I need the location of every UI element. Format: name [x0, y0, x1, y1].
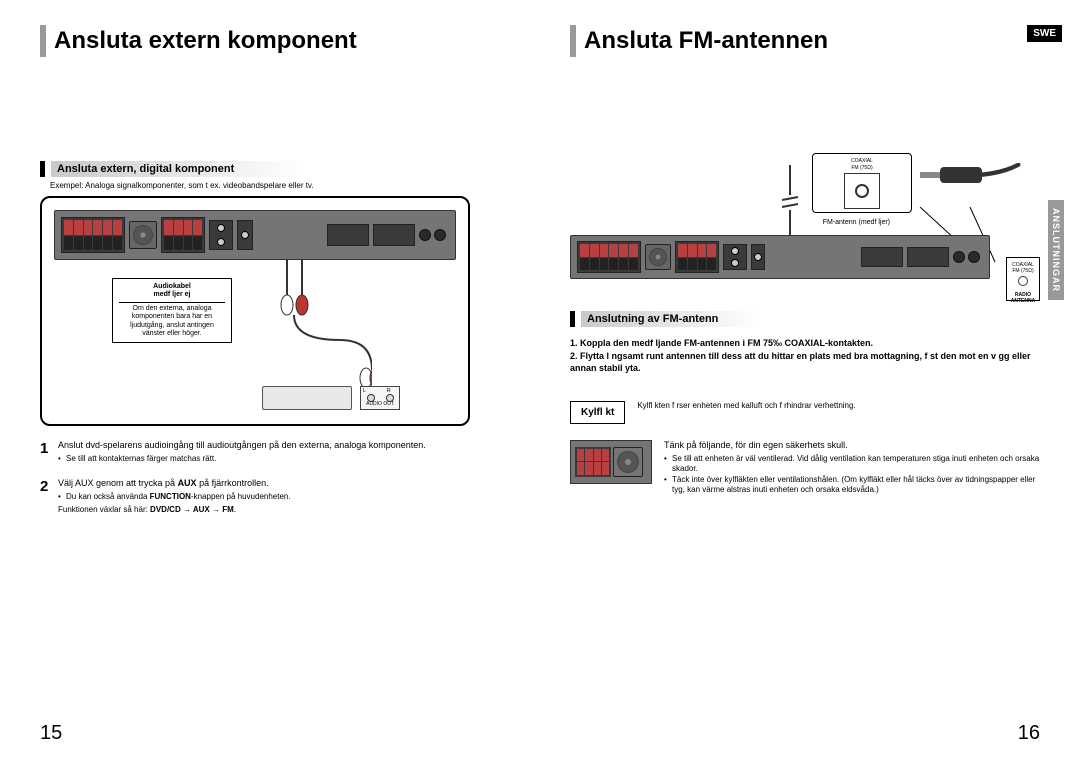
fm-instructions: 1. Koppla den medf ljande FM-antennen i …	[570, 337, 1040, 375]
cable-note-title: Audiokabel	[119, 283, 225, 291]
fm-instruction-2: 2. Flytta l ngsamt runt antennen till de…	[570, 350, 1040, 375]
audio-out-jacks-icon: AUDIO OUT	[360, 386, 400, 410]
step-1: 1 Anslut dvd-spelarens audioingång till …	[40, 440, 510, 464]
title-accent-icon	[40, 25, 46, 57]
language-badge: SWE	[1027, 25, 1062, 42]
speaker-terminals-icon	[61, 217, 125, 253]
page-number-right: 16	[1018, 722, 1040, 745]
step-2-bullet-1: Du kan också använda FUNCTION-knappen på…	[58, 492, 291, 502]
mini-panel-icon	[570, 440, 652, 484]
fm-instruction-1: 1. Koppla den medf ljande FM-antennen i …	[570, 337, 1040, 350]
section-title-right: Anslutning av FM-antenn	[581, 311, 758, 327]
step-2-text: Välj AUX genom att trycka på AUX på fjär…	[58, 478, 291, 490]
safety-bullet-1: Se till att enheten är väl ventilerad. V…	[664, 454, 1040, 475]
lr-l-label: L	[363, 388, 366, 394]
coax-label-2: FM (75Ω)	[851, 165, 872, 171]
example-caption: Exempel: Analoga signalkomponenter, som …	[50, 181, 510, 190]
radio-antenna-panel: COAXIAL FM (75Ω) RADIO ANTENNA	[1006, 257, 1040, 301]
scart-r2-icon	[907, 247, 949, 267]
step-1-text: Anslut dvd-spelarens audioingång till au…	[58, 440, 426, 452]
audio-in-jacks-icon	[209, 220, 233, 250]
scart-2-icon	[373, 224, 415, 246]
section-bar-r-icon	[570, 311, 575, 327]
lr-r-label: R	[387, 388, 391, 394]
antenna-port-r-icon	[1018, 276, 1028, 286]
power-port-icon	[434, 229, 446, 241]
page-title-right: Ansluta FM-antennen	[584, 27, 828, 55]
safety-row: Tänk på följande, för din egen säkerhets…	[570, 440, 1040, 496]
cable-note-box: Audiokabel medf ljer ej Om den externa, …	[112, 278, 232, 343]
scart-1-icon	[327, 224, 369, 246]
rear-panel-illustration	[54, 210, 456, 260]
page-right: SWE ANSLUTNINGAR Ansluta FM-antennen COA…	[540, 0, 1080, 763]
audio-out-label: AUDIO OUT	[361, 401, 399, 407]
fm-antenna-caption: FM-antenn (medf ljer)	[823, 219, 890, 226]
cable-note-sub: medf ljer ej	[119, 291, 225, 302]
audio-in-r-icon	[723, 244, 747, 270]
page-left: Ansluta extern komponent Ansluta extern,…	[0, 0, 540, 763]
speaker-terminals-r-icon	[577, 241, 641, 273]
rear-panel-right-illustration	[570, 235, 990, 279]
external-device-icon	[262, 386, 352, 410]
safety-bullet-2: Täck inte över kylfläkten eller ventilat…	[664, 475, 1040, 496]
antenna-port-icon	[419, 229, 431, 241]
page-title-left: Ansluta extern komponent	[54, 27, 357, 55]
cooling-row: Kylfl kt Kylfl kten f rser enheten med k…	[570, 401, 1040, 424]
coax-port-icon	[844, 173, 880, 209]
title-bar-left: Ansluta extern komponent	[40, 25, 510, 57]
speaker-terminals-r2-icon	[675, 241, 719, 273]
cooling-label: Kylfl kt	[570, 401, 625, 424]
step-2-number: 2	[40, 478, 58, 515]
section-bar-icon	[40, 161, 45, 177]
section-header-left: Ansluta extern, digital komponent	[40, 161, 510, 177]
section-header-right: Anslutning av FM-antenn	[570, 311, 1040, 327]
diagram-left: Audiokabel medf ljer ej Om den externa, …	[40, 196, 470, 426]
coax-detail-box: COAXIAL FM (75Ω)	[812, 153, 912, 213]
video-out-jack-icon	[237, 220, 253, 250]
title-accent-icon	[570, 25, 576, 57]
step-2: 2 Välj AUX genom att trycka på AUX på fj…	[40, 478, 510, 515]
mini-fan-icon	[613, 447, 643, 477]
page-number-left: 15	[40, 722, 62, 745]
video-out-r-icon	[751, 244, 765, 270]
step-1-bullet: Se till att kontakternas färger matchas …	[58, 454, 426, 464]
scart-r1-icon	[861, 247, 903, 267]
port-r2-icon	[968, 251, 980, 263]
step-1-number: 1	[40, 440, 58, 464]
step-2-sequence: Funktionen växlar så här: DVD/CD → AUX →…	[58, 505, 291, 515]
safety-heading: Tänk på följande, för din egen säkerhets…	[664, 440, 1040, 450]
antenna-plug-icon	[920, 167, 1010, 185]
speaker-terminals-2-icon	[161, 217, 205, 253]
fan-r-icon	[645, 244, 671, 270]
cable-note-body: Om den externa, analoga komponenten bara…	[119, 305, 225, 339]
fan-icon	[129, 221, 157, 249]
side-tab: ANSLUTNINGAR	[1048, 200, 1064, 300]
section-title-left: Ansluta extern, digital komponent	[51, 161, 304, 177]
port-r1-icon	[953, 251, 965, 263]
cooling-text: Kylfl kten f rser enheten med kalluft oc…	[637, 401, 855, 410]
coax-label-1: COAXIAL	[851, 158, 873, 164]
title-bar-right: Ansluta FM-antennen	[570, 25, 1040, 57]
